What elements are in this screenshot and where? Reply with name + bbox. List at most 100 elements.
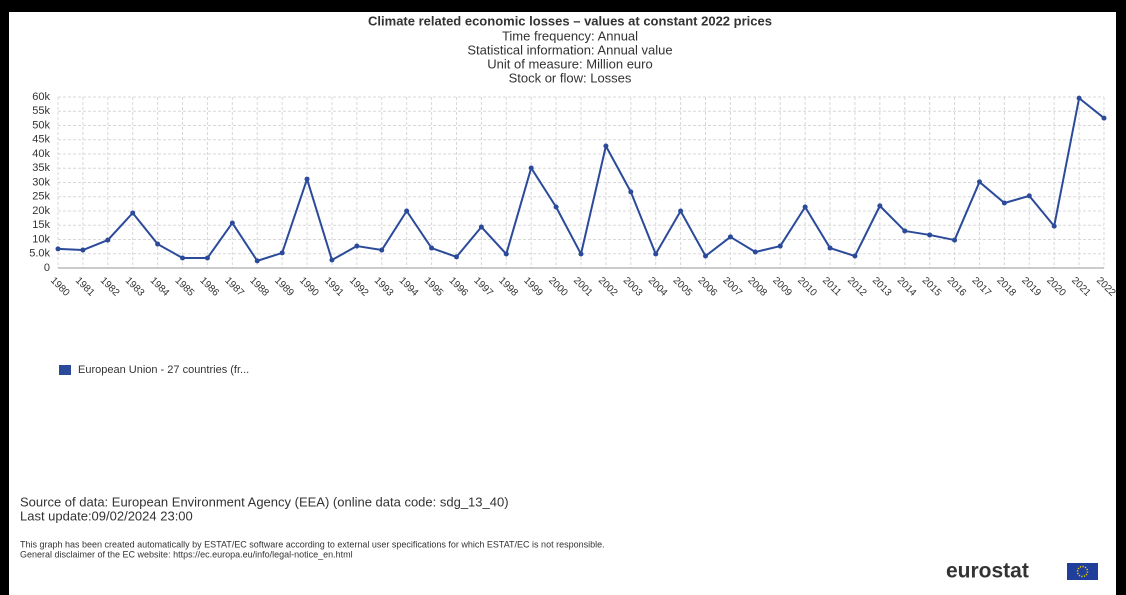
data-point xyxy=(678,208,684,214)
x-tick-label: 2022 xyxy=(1094,275,1118,299)
x-tick-label: 2011 xyxy=(820,275,843,298)
x-tick-label: 2021 xyxy=(1069,275,1093,299)
data-point xyxy=(55,246,61,252)
y-tick-label: 15k xyxy=(32,219,50,231)
y-tick-label: 55k xyxy=(32,105,50,117)
x-tick-label: 2005 xyxy=(671,275,695,299)
legend-label: European Union - 27 countries (fr... xyxy=(78,364,249,376)
data-point xyxy=(453,254,459,260)
data-point xyxy=(777,243,783,249)
x-tick-label: 1994 xyxy=(397,275,421,299)
frame-top xyxy=(0,0,1126,12)
data-point xyxy=(354,243,360,249)
x-tick-label: 1987 xyxy=(222,275,246,299)
x-tick-label: 2016 xyxy=(945,275,969,299)
x-tick-label: 1993 xyxy=(372,275,396,299)
x-tick-label: 2006 xyxy=(696,275,720,299)
data-point xyxy=(952,237,958,243)
x-tick-label: 1983 xyxy=(123,275,147,299)
disclaimer: General disclaimer of the EC website: ht… xyxy=(20,549,353,559)
x-tick-label: 2000 xyxy=(546,275,570,299)
data-point xyxy=(703,253,709,259)
data-point xyxy=(180,255,186,261)
data-point xyxy=(752,249,758,255)
x-tick-label: 1989 xyxy=(272,275,296,299)
frame-left xyxy=(0,0,9,595)
y-tick-label: 60k xyxy=(32,91,50,103)
x-tick-label: 2004 xyxy=(646,275,670,299)
x-tick-label: 2012 xyxy=(845,275,869,299)
data-point xyxy=(827,245,833,251)
data-point xyxy=(429,245,435,251)
x-tick-label: 2001 xyxy=(571,275,595,299)
x-tick-label: 2015 xyxy=(920,275,944,299)
frame-right xyxy=(1116,0,1126,595)
data-point xyxy=(130,210,136,216)
x-tick-label: 2014 xyxy=(895,275,919,299)
data-point xyxy=(304,176,310,182)
data-point xyxy=(877,203,883,209)
y-tick-label: 5.0k xyxy=(29,248,50,260)
x-tick-label: 1998 xyxy=(496,275,520,299)
last-update: Last update:09/02/2024 23:00 xyxy=(20,508,193,523)
data-point xyxy=(653,251,659,257)
data-point xyxy=(404,208,410,214)
x-tick-label: 1980 xyxy=(48,275,72,299)
data-point xyxy=(852,253,858,259)
data-point xyxy=(1026,193,1032,199)
data-point xyxy=(1076,95,1082,101)
x-tick-label: 1996 xyxy=(446,275,470,299)
y-tick-label: 45k xyxy=(32,134,50,146)
data-point xyxy=(902,228,908,234)
eu-flag xyxy=(1067,563,1098,580)
chart-title: Climate related economic losses – values… xyxy=(368,13,772,28)
y-tick-label: 0 xyxy=(44,262,50,274)
y-tick-label: 40k xyxy=(32,148,50,160)
data-point xyxy=(603,143,609,149)
x-tick-label: 1984 xyxy=(148,275,172,299)
x-tick-label: 2018 xyxy=(994,275,1018,299)
x-tick-label: 1991 xyxy=(322,275,346,299)
chart-subtitle: Statistical information: Annual value xyxy=(467,42,672,57)
x-tick-label: 2019 xyxy=(1019,275,1043,299)
x-tick-label: 2003 xyxy=(621,275,645,299)
data-point xyxy=(254,258,260,264)
chart-subtitle: Unit of measure: Million euro xyxy=(487,56,652,71)
x-tick-label: 1999 xyxy=(521,275,545,299)
chart-subtitle: Stock or flow: Losses xyxy=(509,70,632,85)
x-tick-label: 1990 xyxy=(297,275,321,299)
y-tick-label: 35k xyxy=(32,162,50,174)
logo: eurostat xyxy=(946,560,1029,583)
y-tick-label: 25k xyxy=(32,191,50,203)
data-point xyxy=(80,247,86,253)
data-point xyxy=(379,247,385,253)
disclaimer: This graph has been created automaticall… xyxy=(20,539,605,549)
x-tick-label: 2008 xyxy=(745,275,769,299)
x-tick-label: 2002 xyxy=(596,275,620,299)
data-point xyxy=(578,251,584,257)
data-point xyxy=(329,257,335,263)
x-tick-label: 1992 xyxy=(347,275,371,299)
data-point xyxy=(727,234,733,240)
x-tick-label: 2009 xyxy=(770,275,794,299)
y-tick-label: 10k xyxy=(32,233,50,245)
data-point xyxy=(802,204,808,210)
data-point xyxy=(1051,223,1057,229)
data-point xyxy=(105,237,111,243)
y-tick-label: 20k xyxy=(32,205,50,217)
x-tick-label: 2010 xyxy=(795,275,819,299)
source: Source of data: European Environment Age… xyxy=(20,494,509,509)
data-point xyxy=(503,251,509,257)
y-tick-label: 30k xyxy=(32,176,50,188)
x-tick-label: 1985 xyxy=(173,275,197,299)
x-tick-label: 1986 xyxy=(197,275,221,299)
data-point xyxy=(478,224,484,230)
x-tick-label: 2020 xyxy=(1044,275,1068,299)
x-tick-label: 2017 xyxy=(969,275,993,299)
data-point xyxy=(528,165,534,171)
data-point xyxy=(229,220,235,226)
data-point xyxy=(204,255,210,261)
data-point xyxy=(279,250,285,256)
